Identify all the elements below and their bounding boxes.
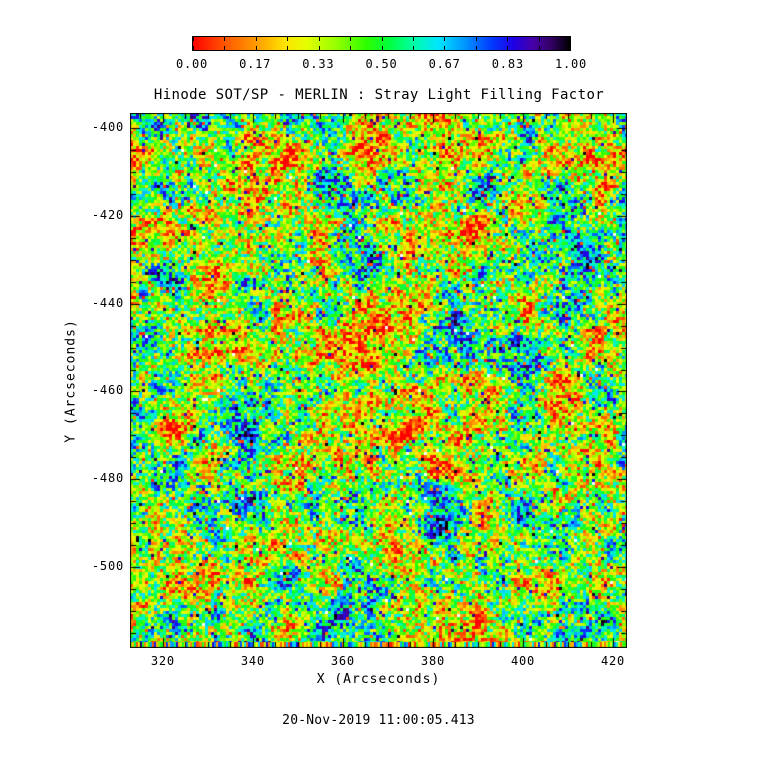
colorbar-tick-mark [382,37,383,41]
colorbar-tick-mark [224,37,225,41]
x-tick-label: 380 [420,654,446,668]
y-tick-label: -400 [91,119,124,134]
colorbar-tick-label: 0.67 [428,57,461,71]
colorbar-tick-mark [507,37,508,41]
colorbar-tick-mark [287,46,288,50]
colorbar-tick-mark [539,37,540,41]
colorbar-tick-mark [413,37,414,41]
y-tick-label: -500 [91,559,124,574]
colorbar [192,36,571,51]
colorbar-tick-mark [570,37,571,41]
colorbar-tick-label: 0.33 [302,57,335,71]
colorbar-tick-mark [256,46,257,50]
colorbar-tick-mark [256,37,257,41]
y-tick-label: -440 [91,295,124,310]
colorbar-tick-mark [224,46,225,50]
y-axis-label: Y (Arcseconds) [63,318,79,443]
chart-title: Hinode SOT/SP - MERLIN : Stray Light Fil… [153,87,605,103]
colorbar-tick-mark [507,46,508,50]
colorbar-tick-mark [287,37,288,41]
colorbar-tick-mark [350,46,351,50]
colorbar-tick-mark [444,37,445,41]
x-tick-label: 400 [510,654,536,668]
colorbar-tick-label: 0.83 [491,57,524,71]
colorbar-tick-mark [476,46,477,50]
timestamp-caption: 20-Nov-2019 11:00:05.413 [282,713,475,728]
colorbar-tick-label: 0.17 [239,57,272,71]
colorbar-tick-mark [350,37,351,41]
x-tick-label: 360 [330,654,355,668]
colorbar-tick-mark [570,46,571,50]
y-tick-label: -460 [91,383,124,398]
x-axis-label: X (Arcseconds) [316,672,441,687]
colorbar-tick-mark [319,46,320,50]
colorbar-tick-mark [319,37,320,41]
colorbar-tick-label: 0.00 [175,57,209,71]
colorbar-tick-mark [444,46,445,50]
colorbar-tick-mark [413,46,414,50]
colorbar-tick-label: 1.00 [554,57,588,71]
colorbar-tick-mark [476,37,477,41]
colorbar-tick-mark [539,46,540,50]
colorbar-tick-label: 0.50 [365,57,398,71]
y-tick-label: -480 [91,471,124,486]
x-tick-label: 340 [240,654,265,668]
y-tick-label: -420 [91,207,124,222]
heatmap-canvas [130,113,627,648]
colorbar-tick-mark [382,46,383,50]
x-tick-label: 420 [600,654,626,668]
x-tick-label: 320 [150,654,175,668]
colorbar-tick-mark [193,46,194,50]
colorbar-tick-mark [193,37,194,41]
